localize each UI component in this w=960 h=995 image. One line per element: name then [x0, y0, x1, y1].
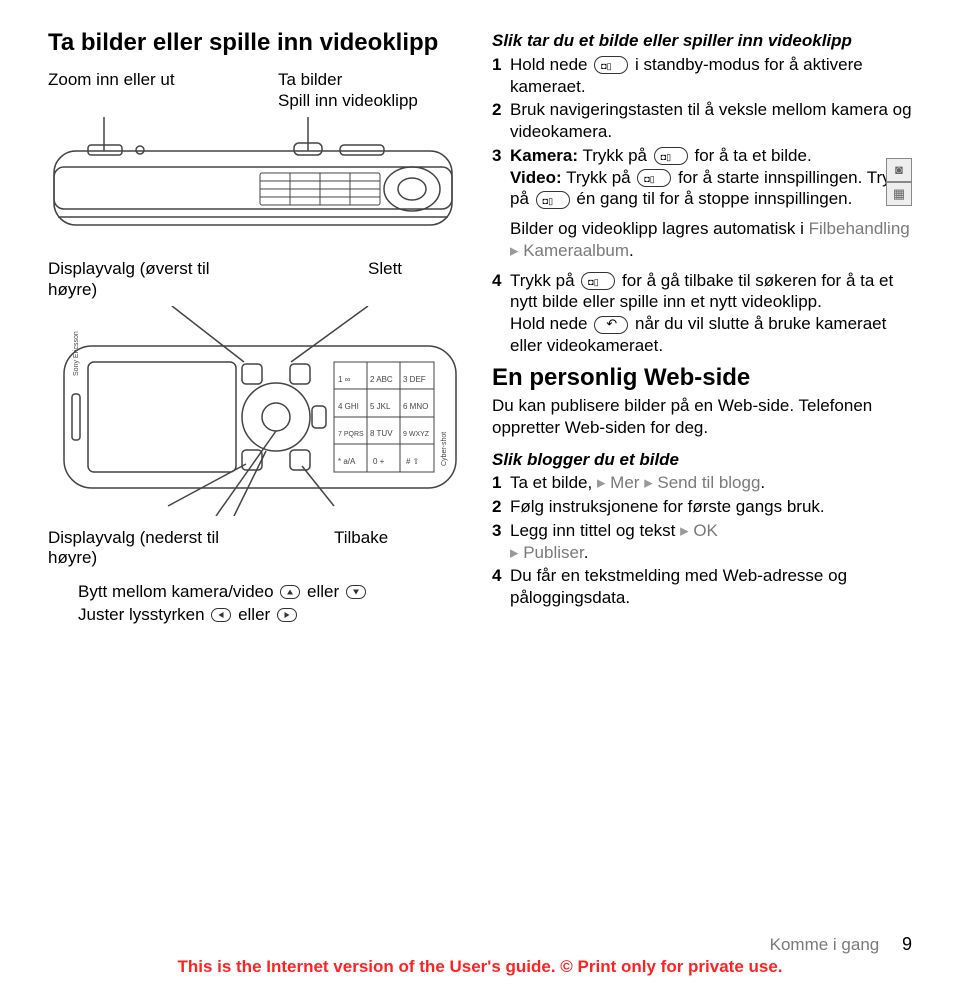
step-1: Hold nede i standby-modus for å aktivere… — [510, 54, 912, 98]
svg-text:# ⇧: # ⇧ — [406, 457, 419, 466]
web-heading: En personlig Web-side — [492, 363, 912, 394]
nav-down-icon — [346, 585, 366, 599]
step-3-num: 3 — [492, 145, 510, 210]
camera-key-icon — [536, 191, 570, 209]
bytt-line: Bytt mellom kamera/video eller — [78, 581, 458, 604]
back-key-icon — [594, 316, 628, 334]
phone-top-diagram — [48, 117, 458, 247]
svg-text:9 WXYZ: 9 WXYZ — [403, 431, 430, 438]
svg-text:5 JKL: 5 JKL — [370, 402, 391, 411]
nav-right-icon — [277, 608, 297, 622]
step-4: Trykk på for å gå tilbake til søkeren fo… — [510, 270, 912, 357]
left-title: Ta bilder eller spille inn videoklipp — [48, 30, 458, 56]
footer-section: Komme i gang — [770, 935, 880, 954]
blog-1: Ta et bilde, ▶ Mer ▶ Send til blogg. — [510, 472, 912, 494]
video-mode-icon: ▦ — [886, 182, 912, 206]
instr-heading: Slik tar du et bilde eller spiller inn v… — [492, 30, 912, 52]
phone-front-diagram: 1 ∞ 2 ABC 3 DEF 4 GHI 5 JKL 6 MNO 7 PQRS… — [48, 306, 458, 516]
svg-text:6 MNO: 6 MNO — [403, 402, 428, 411]
auto-save-note: Bilder og videoklipp lagres automatisk i… — [492, 218, 912, 262]
svg-text:4 GHI: 4 GHI — [338, 402, 359, 411]
blog-2: Følg instruksjonene for første gangs bru… — [510, 496, 912, 518]
camera-key-icon — [581, 272, 615, 290]
web-text: Du kan publisere bilder på en Web-side. … — [492, 395, 912, 439]
step-4-num: 4 — [492, 270, 510, 357]
svg-text:7 PQRS: 7 PQRS — [338, 431, 364, 438]
step-3: Kamera: Trykk på for å ta et bilde. Vide… — [510, 145, 912, 210]
slett-label: Slett — [248, 259, 458, 300]
mode-icons: ◙ ▦ — [886, 158, 912, 206]
display-top-label: Displayvalg (øverst til høyre) — [48, 259, 248, 300]
nav-left-icon — [211, 608, 231, 622]
camera-key-icon — [654, 147, 688, 165]
svg-text:* a/A: * a/A — [338, 457, 356, 466]
svg-text:8 TUV: 8 TUV — [370, 429, 393, 438]
nav-up-icon — [280, 585, 300, 599]
blog-4: Du får en tekstmelding med Web-adresse o… — [510, 565, 912, 609]
ta-bilder-label: Ta bilder — [278, 70, 458, 90]
camera-mode-icon: ◙ — [886, 158, 912, 182]
blog-3-num: 3 — [492, 520, 510, 564]
spill-inn-label: Spill inn videoklipp — [278, 91, 458, 111]
svg-text:Sony Ericsson: Sony Ericsson — [73, 331, 80, 376]
svg-text:0 +: 0 + — [373, 457, 385, 466]
display-bottom-label: Displayvalg (nederst til høyre) — [48, 528, 248, 569]
blog-2-num: 2 — [492, 496, 510, 518]
camera-key-icon — [637, 169, 671, 187]
svg-text:Cyber-shot: Cyber-shot — [441, 432, 448, 466]
blog-heading: Slik blogger du et bilde — [492, 449, 912, 471]
svg-text:2 ABC: 2 ABC — [370, 375, 393, 384]
step-1-num: 1 — [492, 54, 510, 98]
svg-text:3 DEF: 3 DEF — [403, 375, 426, 384]
page-number: 9 — [902, 934, 912, 954]
blog-1-num: 1 — [492, 472, 510, 494]
camera-key-icon — [594, 56, 628, 74]
blog-4-num: 4 — [492, 565, 510, 609]
zoom-label: Zoom inn eller ut — [48, 70, 175, 111]
tilbake-label: Tilbake — [248, 528, 458, 569]
step-2-num: 2 — [492, 99, 510, 143]
svg-text:1 ∞: 1 ∞ — [338, 375, 351, 384]
juster-line: Juster lysstyrken eller — [78, 604, 458, 627]
footer-disclaimer: This is the Internet version of the User… — [48, 957, 912, 977]
blog-3: Legg inn tittel og tekst ▶ OK ▶ Publiser… — [510, 520, 912, 564]
step-2: Bruk navigeringstasten til å veksle mell… — [510, 99, 912, 143]
